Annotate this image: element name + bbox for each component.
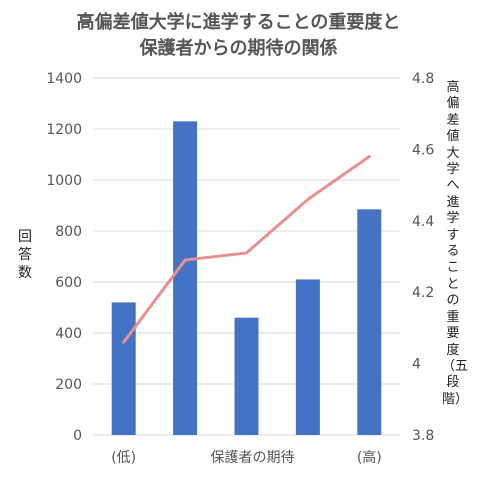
bar: [295, 279, 320, 435]
y-tick-label: 1000: [46, 173, 82, 189]
x-tick-label-low: (低): [111, 450, 136, 466]
y-tick-label: 1400: [46, 71, 82, 87]
x-tick-label-high: (高): [357, 449, 382, 466]
y2-tick-label: 3.8: [412, 428, 434, 444]
bar: [357, 209, 382, 435]
chart-title-line1: 高偏差値大学に進学することの重要度と: [76, 12, 401, 33]
y-tick-label: 800: [55, 224, 82, 240]
y-tick-label: 0: [73, 428, 82, 444]
bar: [234, 317, 259, 435]
y-tick-label: 1200: [46, 122, 82, 138]
bar: [173, 121, 198, 435]
y-tick-label: 400: [55, 326, 82, 342]
y-axis-label-left: 回答数: [18, 229, 32, 281]
y2-tick-label: 4.4: [412, 214, 434, 230]
chart-title-line2: 保護者からの期待の関係: [139, 38, 338, 59]
y-tick-label: 600: [55, 275, 82, 291]
y2-tick-label: 4.6: [412, 142, 434, 158]
y2-tick-label: 4.8: [412, 71, 434, 87]
bar: [111, 302, 136, 435]
y2-tick-label: 4.2: [412, 285, 434, 301]
x-axis-label: 保護者の期待: [211, 450, 295, 466]
y-axis-label-right: 高偏差値大学へ進学することの重要度（五段階）: [442, 80, 469, 407]
y2-tick-label: 4: [412, 357, 421, 373]
line-series: [122, 155, 371, 344]
y-tick-label: 200: [55, 377, 82, 393]
